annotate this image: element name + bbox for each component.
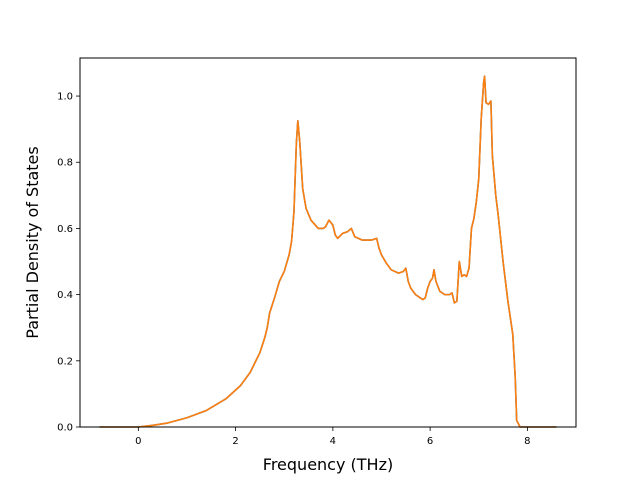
x-tick-label: 6 [427, 436, 433, 447]
y-tick-label: 0.0 [57, 423, 73, 434]
y-tick-label: 0.6 [57, 224, 73, 235]
y-tick-label: 0.2 [57, 356, 73, 367]
x-tick-label: 8 [524, 436, 530, 447]
x-axis-label: Frequency (THz) [263, 455, 393, 474]
series-layer [99, 75, 557, 428]
axes-frame [79, 57, 577, 428]
y-tick-label: 0.4 [57, 290, 73, 301]
series-line-2 [99, 75, 557, 428]
x-tick-label: 4 [330, 436, 336, 447]
y-axis-label: Partial Density of States [23, 146, 42, 338]
x-axis-ticks: 0 2 4 6 8 [135, 427, 531, 447]
x-tick-label: 2 [232, 436, 238, 447]
y-axis-ticks: 0.0 0.2 0.4 0.6 0.8 1.0 [57, 92, 80, 434]
x-tick-label: 0 [135, 436, 141, 447]
y-tick-label: 1.0 [57, 92, 73, 103]
y-tick-label: 0.8 [57, 158, 73, 169]
